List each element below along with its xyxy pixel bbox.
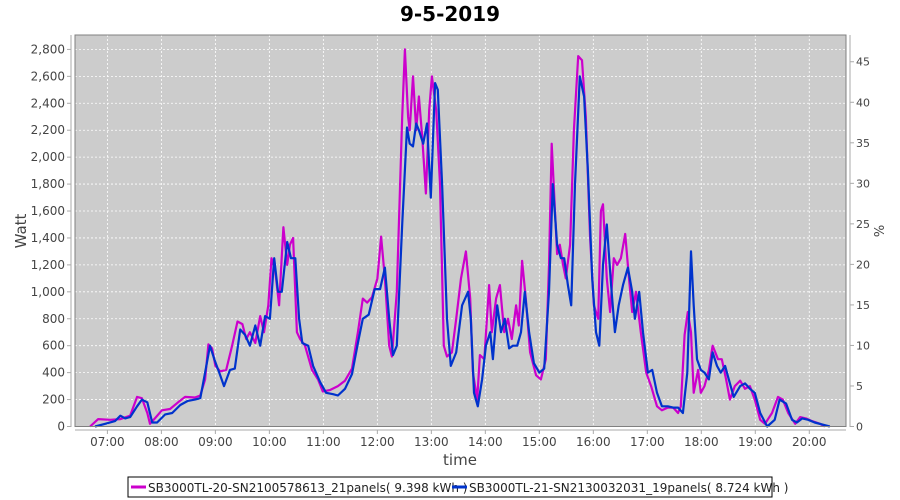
x-tick-label: 14:00: [468, 435, 503, 449]
x-tick-label: 17:00: [630, 435, 665, 449]
legend-label-series-2: SB3000TL-21-SN2130032031_19panels( 8.724…: [469, 481, 788, 495]
x-tick-label: 13:00: [414, 435, 449, 449]
x-tick-label: 08:00: [144, 435, 179, 449]
x-tick-label: 11:00: [306, 435, 341, 449]
y-tick-label: 800: [42, 312, 65, 326]
x-tick-label: 15:00: [522, 435, 557, 449]
y2-tick-label: 0: [856, 421, 863, 434]
x-tick-label: 19:00: [738, 435, 773, 449]
x-tick-label: 18:00: [684, 435, 719, 449]
x-tick-label: 12:00: [360, 435, 395, 449]
x-tick-label: 09:00: [198, 435, 233, 449]
y-tick-label: 0: [57, 420, 65, 434]
y-tick-label: 1,200: [31, 258, 65, 272]
y2-tick-label: 45: [856, 56, 870, 69]
y2-tick-label: 10: [856, 339, 870, 352]
y2-tick-label: 15: [856, 299, 870, 312]
x-tick-label: 16:00: [576, 435, 611, 449]
y-tick-label: 600: [42, 339, 65, 353]
axis-ticks: 07:00 08:00 09:00 10:00 11:00 12:00 13:00 14:00…: [31, 42, 870, 449]
y-tick-label: 1,800: [31, 177, 65, 191]
plot-background: [75, 35, 846, 427]
x-tick-label: 07:00: [90, 435, 125, 449]
y2-tick-label: 30: [856, 177, 870, 190]
chart-title: 9-5-2019: [400, 2, 500, 26]
x-axis-label: time: [443, 451, 477, 469]
y2-tick-label: 35: [856, 137, 870, 150]
y2-tick-label: 40: [856, 96, 870, 109]
y-tick-label: 2,000: [31, 150, 65, 164]
y2-axis-label: %: [873, 225, 888, 237]
y2-tick-label: 5: [856, 380, 863, 393]
y-tick-label: 2,400: [31, 96, 65, 110]
x-tick-label: 20:00: [792, 435, 827, 449]
legend-label-series-1: SB3000TL-20-SN2100578613_21panels( 9.398…: [148, 481, 467, 495]
legend: SB3000TL-20-SN2100578613_21panels( 9.398…: [127, 476, 788, 498]
series-line-2: [94, 75, 831, 428]
y2-tick-label: 25: [856, 218, 870, 231]
y-tick-label: 1,000: [31, 285, 65, 299]
series-lines: [89, 48, 831, 428]
y-tick-label: 2,600: [31, 69, 65, 83]
y-tick-label: 200: [42, 393, 65, 407]
x-tick-label: 10:00: [252, 435, 287, 449]
y-tick-label: 400: [42, 366, 65, 380]
y-tick-label: 1,600: [31, 204, 65, 218]
y-tick-label: 2,800: [31, 42, 65, 56]
y-tick-label: 1,400: [31, 231, 65, 245]
y-axis-label: Watt: [12, 213, 30, 248]
y-tick-label: 2,200: [31, 123, 65, 137]
y2-tick-label: 20: [856, 258, 870, 271]
plot-border: [74, 34, 847, 427]
series-line-1: [89, 48, 826, 428]
legend-box: [127, 476, 773, 498]
